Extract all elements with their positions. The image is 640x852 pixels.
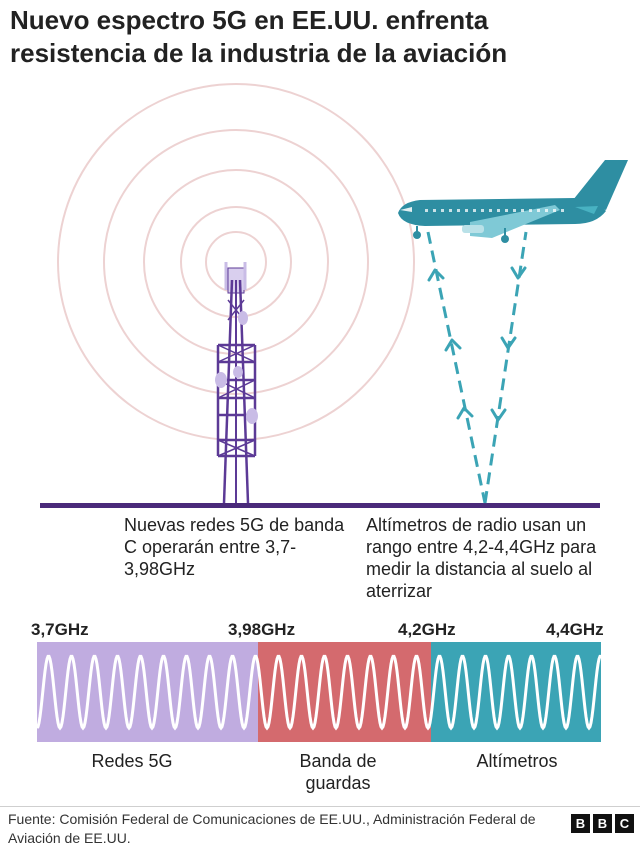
freq-label-4-2: 4,2GHz xyxy=(398,620,456,639)
footer-divider xyxy=(0,806,640,807)
up-arrow-icon xyxy=(456,406,474,420)
down-arrow-icon xyxy=(500,336,517,350)
tower-caption: Nuevas redes 5G de banda C operarán entr… xyxy=(124,515,345,579)
bbc-logo-letter: B xyxy=(571,814,590,833)
down-arrow-icon xyxy=(490,408,507,422)
airplane-icon xyxy=(398,160,628,243)
up-arrow-icon xyxy=(427,268,445,282)
wave-line xyxy=(35,654,602,731)
bbc-logo-letter: C xyxy=(615,814,634,833)
bbc-logo-letter: B xyxy=(593,814,612,833)
spectrum-bar xyxy=(35,642,602,742)
freq-label-3-98: 3,98GHz xyxy=(228,620,296,639)
band-label-altimeter: Altímetros xyxy=(476,751,558,771)
band-label-5g: Redes 5G xyxy=(91,751,173,771)
source-note: Fuente: Comisión Federal de Comunicacion… xyxy=(8,811,536,846)
altimeter-caption: Altímetros de radio usan un rango entre … xyxy=(366,515,597,601)
radar-arrows xyxy=(427,266,527,422)
freq-label-3-7: 3,7GHz xyxy=(31,620,89,639)
freq-label-4-4: 4,4GHz xyxy=(546,620,604,639)
illustration xyxy=(40,83,628,508)
up-arrow-icon xyxy=(444,338,462,352)
down-arrow-icon xyxy=(510,266,527,280)
page-title: Nuevo espectro 5G en EE.UU. enfrenta res… xyxy=(10,5,508,68)
cell-tower-icon xyxy=(215,262,258,504)
bbc-logo: B B C xyxy=(571,814,634,833)
band-label-guard: Banda de guardas xyxy=(299,751,377,793)
radar-path xyxy=(426,231,528,504)
ground-line xyxy=(40,503,600,508)
